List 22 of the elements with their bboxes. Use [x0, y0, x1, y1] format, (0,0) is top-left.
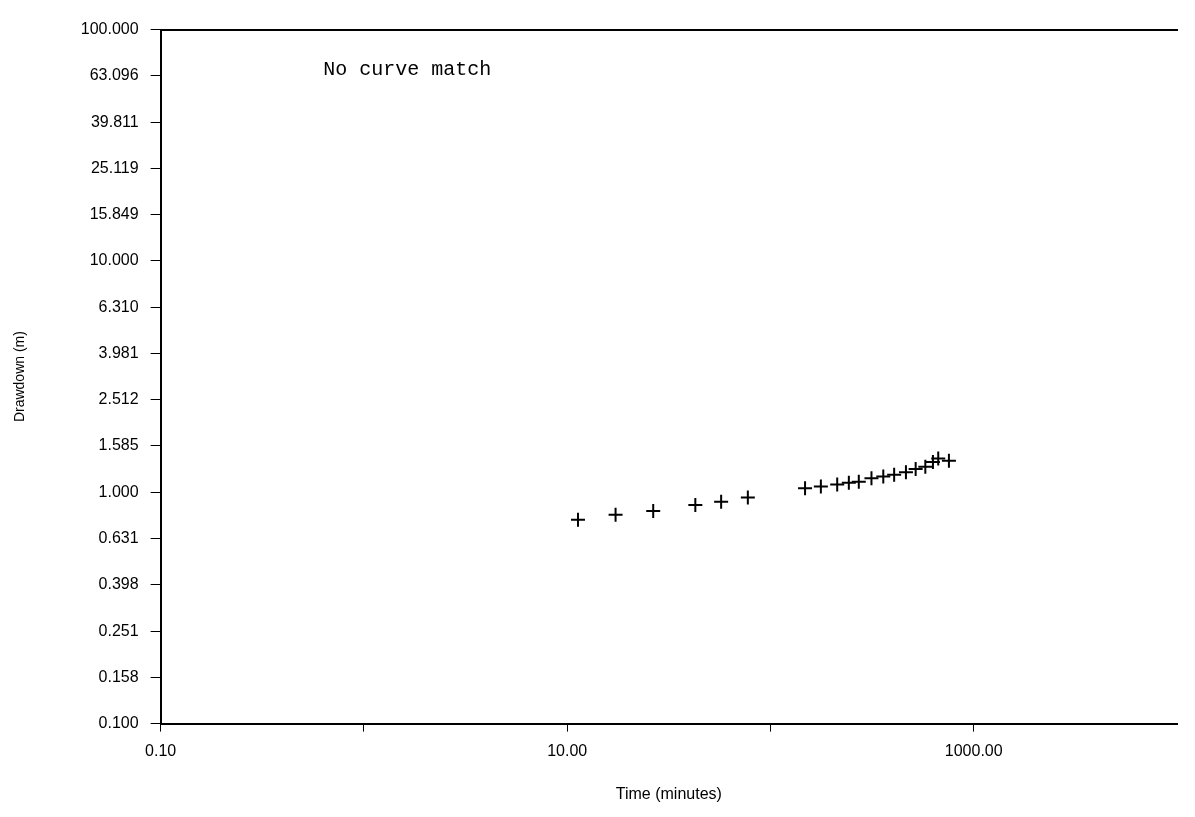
y-tick-label: 63.096 [89, 66, 139, 84]
y-tick-label: 0.100 [98, 714, 139, 732]
y-tick-label: 10.000 [89, 251, 139, 269]
y-tick-label: 100.000 [80, 20, 139, 38]
y-axis-title: Drawdown (m) [11, 331, 28, 423]
x-tick-label: 10.00 [547, 741, 588, 759]
y-tick-label: 6.310 [98, 297, 139, 315]
x-axis-title: Time (minutes) [615, 784, 722, 802]
y-tick-label: 1.585 [98, 436, 139, 454]
x-tick-label: 0.10 [145, 741, 177, 759]
y-tick-label: 0.158 [98, 668, 139, 686]
y-tick-label: 3.981 [98, 343, 139, 361]
y-tick-label: 1.000 [98, 482, 139, 500]
y-tick-label: 25.119 [90, 158, 139, 176]
y-tick-label: 0.631 [98, 528, 139, 546]
y-tick-label: 2.512 [98, 390, 139, 408]
annotation: No curve match [323, 57, 492, 81]
y-tick-label: 0.398 [98, 575, 139, 593]
x-tick-label: 1000.00 [944, 741, 1003, 759]
y-tick-label: 15.849 [89, 205, 139, 223]
y-tick-label: 39.811 [90, 112, 139, 130]
y-tick-label: 0.251 [98, 621, 139, 639]
